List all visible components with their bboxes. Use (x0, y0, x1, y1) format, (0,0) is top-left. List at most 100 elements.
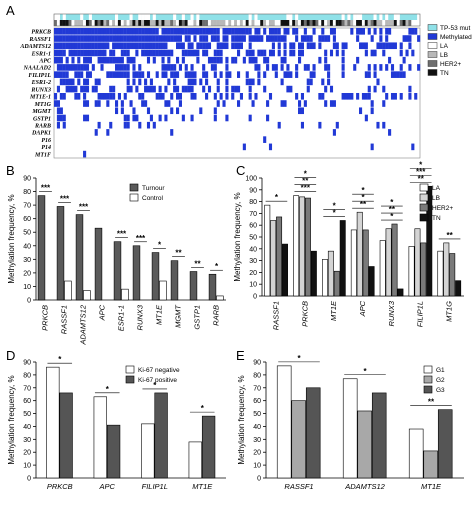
methylated-cell (141, 35, 145, 42)
methylated-cell (271, 28, 275, 35)
methylated-cell (332, 42, 336, 50)
methylated-cell (68, 64, 72, 71)
methylated-cell (158, 85, 162, 93)
methylated-cell (176, 28, 180, 35)
methylated-cell (277, 49, 281, 57)
methylated-cell (402, 71, 406, 78)
methylated-cell (373, 49, 377, 57)
methylated-cell (54, 49, 58, 57)
subtype-lb-cell (344, 20, 348, 26)
methylated-cell (379, 64, 383, 71)
methylated-cell (152, 49, 156, 57)
methylated-cell (115, 100, 119, 107)
subtype-lb-cell (350, 20, 354, 26)
methylated-cell (411, 28, 415, 35)
methylated-cell (65, 56, 69, 64)
methylated-cell (318, 121, 322, 129)
category-label: RASSF1 (60, 305, 69, 334)
methylated-cell (176, 93, 180, 100)
gene-label: P16 (41, 138, 51, 144)
methylated-cell (234, 28, 238, 35)
methylated-cell (109, 56, 113, 64)
subtype-la-cell (126, 20, 130, 26)
methylated-cell (202, 64, 206, 71)
methylated-cell (382, 49, 386, 57)
methylated-cell (245, 49, 249, 57)
tp53-wildtype-cell (373, 14, 377, 20)
significance-marker: * (201, 404, 205, 413)
methylated-cell (286, 28, 290, 35)
y-tick-label: 20 (249, 270, 257, 277)
category-label: PRKCB (41, 305, 50, 331)
methylated-cell (71, 85, 75, 93)
legend-swatch (129, 193, 139, 202)
methylated-cell (300, 49, 304, 57)
significance-marker: * (275, 193, 279, 202)
methylated-cell (286, 71, 290, 78)
methylated-cell (158, 35, 162, 42)
legend-swatch (423, 365, 433, 374)
methylated-cell (286, 64, 290, 71)
methylated-cell (83, 49, 87, 57)
methylated-cell (85, 64, 90, 71)
bar (170, 260, 179, 301)
bar (37, 195, 46, 301)
methylated-cell (149, 85, 153, 93)
methylated-cell (164, 114, 168, 122)
subtype-tn-cell (373, 20, 377, 26)
gene-label: MT1E-1 (29, 95, 51, 101)
methylated-cell (370, 107, 374, 115)
methylated-cell (83, 78, 87, 86)
methylated-cell (341, 49, 345, 57)
subtype-la-cell (190, 20, 194, 26)
methylated-cell (318, 56, 322, 64)
methylated-cell (213, 28, 217, 35)
legend-swatch (419, 183, 429, 192)
methylated-cell (117, 56, 121, 64)
methylated-cell (306, 64, 310, 71)
methylated-cell (88, 35, 92, 42)
category-label: ESR1-1 (117, 305, 126, 331)
significance-marker: ** (360, 200, 367, 209)
methylated-cell (210, 28, 214, 35)
methylated-cell (210, 35, 214, 42)
tp53-wildtype-cell (146, 14, 151, 20)
subtype-lb-cell (103, 20, 107, 26)
gene-label: MGMT (31, 109, 51, 115)
methylated-cell (129, 56, 133, 64)
bar (299, 196, 305, 297)
y-tick-label: 30 (249, 258, 257, 265)
methylated-cell (408, 35, 412, 42)
methylated-cell (399, 64, 403, 71)
methylated-cell (155, 49, 159, 57)
methylated-cell (144, 85, 148, 93)
methylated-cell (65, 28, 69, 35)
subtype-tn-cell (199, 20, 203, 26)
methylated-cell (77, 35, 81, 42)
methylated-cell (97, 28, 101, 35)
legend-label: LA (432, 185, 441, 192)
methylated-cell (68, 42, 72, 50)
y-tick-label: 60 (253, 398, 261, 405)
methylated-cell (376, 42, 380, 50)
methylated-cell (170, 107, 174, 115)
methylated-cell (359, 107, 363, 115)
methylated-cell (303, 35, 307, 42)
gene-label: MT1G (34, 102, 52, 108)
methylated-cell (146, 42, 151, 50)
methylated-cell (332, 129, 336, 136)
methylated-cell (56, 64, 60, 71)
significance-marker: * (390, 212, 394, 221)
methylated-cell (161, 64, 165, 71)
methylated-cell (298, 107, 302, 115)
methylated-cell (62, 121, 66, 129)
subtype-lb-cell (213, 20, 217, 26)
methylated-cell (300, 93, 304, 100)
subtype-la-cell (109, 20, 113, 26)
methylated-cell (56, 71, 60, 78)
subtype-la-cell (266, 20, 270, 26)
subtype-lb-cell (80, 20, 84, 26)
methylated-cell (388, 28, 392, 35)
methylated-cell (56, 35, 60, 42)
methylated-cell (376, 121, 380, 129)
